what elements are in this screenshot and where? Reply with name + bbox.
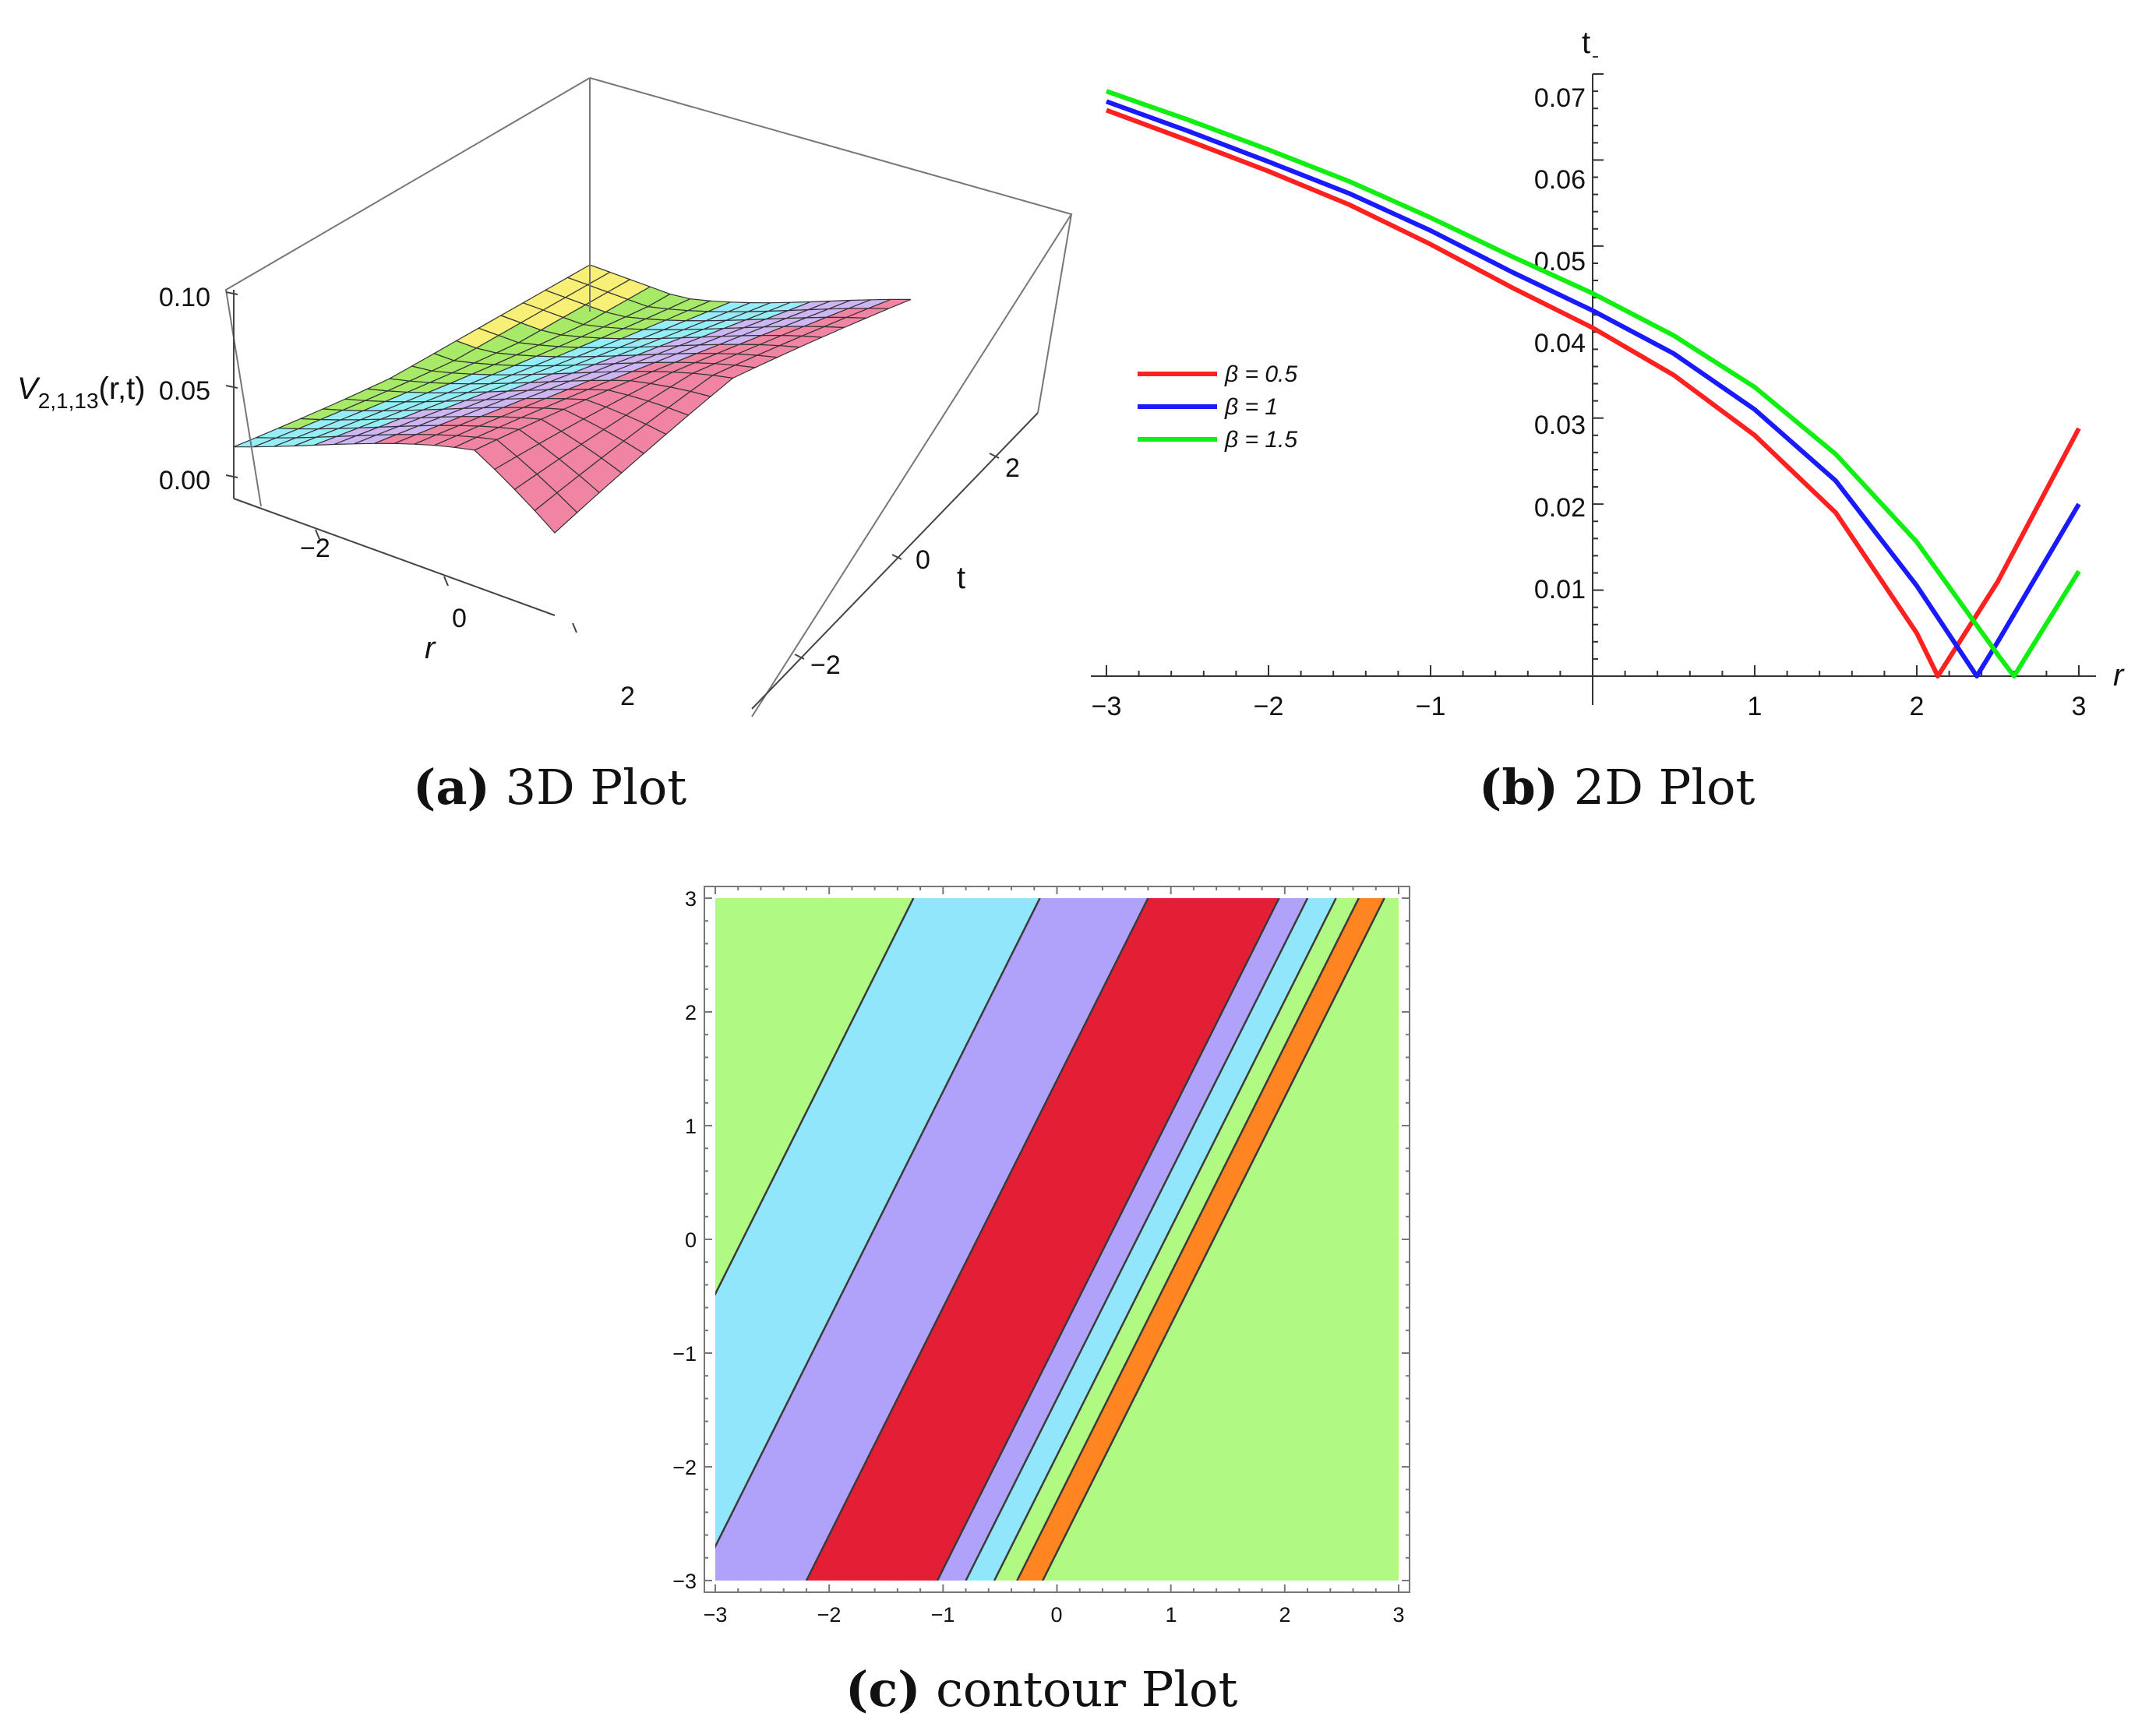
series-line-0 — [1105, 107, 2081, 678]
axes — [1091, 74, 2096, 705]
x-tick-label: −1 — [931, 1603, 955, 1627]
z-tick-marks — [225, 291, 238, 478]
contour-line-7 — [1042, 898, 1385, 1581]
z-tick-label: 0.00 — [159, 466, 210, 495]
x-tick-label: 2 — [1279, 1603, 1290, 1627]
r-tick-marks — [315, 529, 577, 633]
z-axis-label: V2,1,13(r,t) — [17, 372, 146, 413]
y-tick-label: 0.02 — [1534, 493, 1586, 523]
contour-band-3 — [806, 898, 1279, 1581]
surface-plot-panel: 0.10 0.05 0.00 V2,1,13(r,t) −2 0 2 r −2 … — [17, 77, 1073, 816]
y-axis-label: t — [1582, 26, 1590, 60]
y-tick-label: 0.03 — [1534, 411, 1586, 440]
r-axis-label: r — [425, 631, 436, 665]
bounding-box — [224, 77, 1073, 717]
x-tick-label: −2 — [1254, 692, 1284, 721]
z-axis-label-sub: 2,1,13 — [38, 389, 99, 413]
contour-band-8 — [1043, 898, 1399, 1581]
y-tick-marks — [1593, 55, 1604, 660]
caption-b: (b) 2D Plot — [1479, 759, 1755, 816]
legend: β = 0.5 β = 1 β = 1.5 — [1138, 361, 1297, 453]
z-tick-label: 0.05 — [159, 376, 210, 406]
caption-c-text: contour Plot — [936, 1661, 1237, 1718]
x-tick-label: 3 — [2072, 692, 2087, 721]
contour-band-4 — [937, 898, 1308, 1581]
caption-a-text: 3D Plot — [506, 759, 687, 816]
contour-band-2 — [715, 898, 1149, 1581]
t-tick-label: 0 — [916, 545, 930, 575]
x-tick-label: 1 — [1165, 1603, 1177, 1627]
y-tick-label: 0.06 — [1534, 165, 1586, 195]
x-tick-label: −2 — [817, 1603, 842, 1627]
axis-lines — [233, 290, 1039, 710]
z-axis-label-args: (r,t) — [99, 372, 146, 406]
caption-a-letter: (a) — [413, 759, 490, 816]
series-line-1 — [1105, 99, 2081, 678]
series-line-2 — [1106, 89, 2081, 678]
caption-b-text: 2D Plot — [1574, 759, 1755, 816]
y-tick-label: 0.04 — [1534, 329, 1586, 358]
y-tick-label: −2 — [672, 1456, 697, 1479]
z-tick-label: 0.10 — [159, 283, 210, 312]
contour-line-3 — [936, 898, 1280, 1581]
series-lines — [1105, 89, 2081, 678]
legend-label: β = 0.5 — [1224, 361, 1297, 387]
contour-band-6 — [994, 898, 1359, 1581]
caption-b-letter: (b) — [1479, 759, 1558, 816]
contour-line-4 — [965, 898, 1309, 1581]
x-tick-label: 3 — [1392, 1603, 1404, 1627]
y-tick-label: 0.01 — [1534, 575, 1586, 604]
y-tick-label: 3 — [685, 887, 697, 911]
contour-line-5 — [993, 898, 1337, 1581]
r-tick-label: −2 — [300, 534, 330, 563]
y-tick-label: −3 — [672, 1570, 697, 1593]
x-tick-label: −3 — [1092, 692, 1122, 721]
caption-c: (c) contour Plot — [845, 1661, 1238, 1718]
t-tick-label: −2 — [810, 650, 841, 680]
y-tick-label: 0.07 — [1534, 83, 1586, 113]
t-axis-label: t — [957, 561, 965, 595]
x-tick-marks — [1106, 665, 2080, 676]
x-tick-label: 0 — [1050, 1603, 1062, 1627]
contour-plot-panel: −3 −2 −1 0 1 2 3 3 2 1 0 −1 −2 −3 (c) co… — [672, 886, 1410, 1718]
y-tick-label: 1 — [685, 1115, 697, 1138]
t-tick-marks — [794, 453, 1000, 660]
x-tick-label: −1 — [1416, 692, 1446, 721]
y-tick-label: 0 — [685, 1228, 697, 1252]
r-tick-label: 2 — [620, 682, 635, 711]
legend-label: β = 1.5 — [1224, 427, 1297, 453]
contour-bands — [715, 898, 1399, 1581]
caption-c-letter: (c) — [845, 1661, 920, 1718]
r-tick-label: 0 — [452, 604, 467, 633]
x-axis-label: r — [2113, 658, 2125, 693]
contour-line-1 — [715, 898, 1041, 1549]
contour-line-0 — [715, 898, 915, 1296]
caption-a: (a) 3D Plot — [413, 759, 686, 816]
contour-tick-marks — [704, 886, 1410, 1592]
surface-cell — [534, 492, 578, 534]
y-tick-label: −1 — [672, 1342, 697, 1366]
t-tick-label: 2 — [1005, 453, 1020, 483]
x-tick-label: 1 — [1748, 692, 1763, 721]
contour-band-7 — [1017, 898, 1385, 1581]
y-tick-label: 2 — [685, 1001, 697, 1024]
contour-band-5 — [965, 898, 1336, 1581]
x-tick-label: 2 — [1910, 692, 1925, 721]
contour-line-2 — [805, 898, 1149, 1581]
x-tick-label: −3 — [704, 1603, 728, 1627]
surface-mesh — [233, 264, 912, 534]
line-plot-panel: −3 −2 −1 1 2 3 0.01 0.02 0.03 0.04 0.05 … — [1091, 26, 2125, 816]
contour-line-6 — [1016, 898, 1360, 1581]
legend-label: β = 1 — [1224, 394, 1278, 420]
z-axis-label-main: V — [17, 372, 41, 406]
